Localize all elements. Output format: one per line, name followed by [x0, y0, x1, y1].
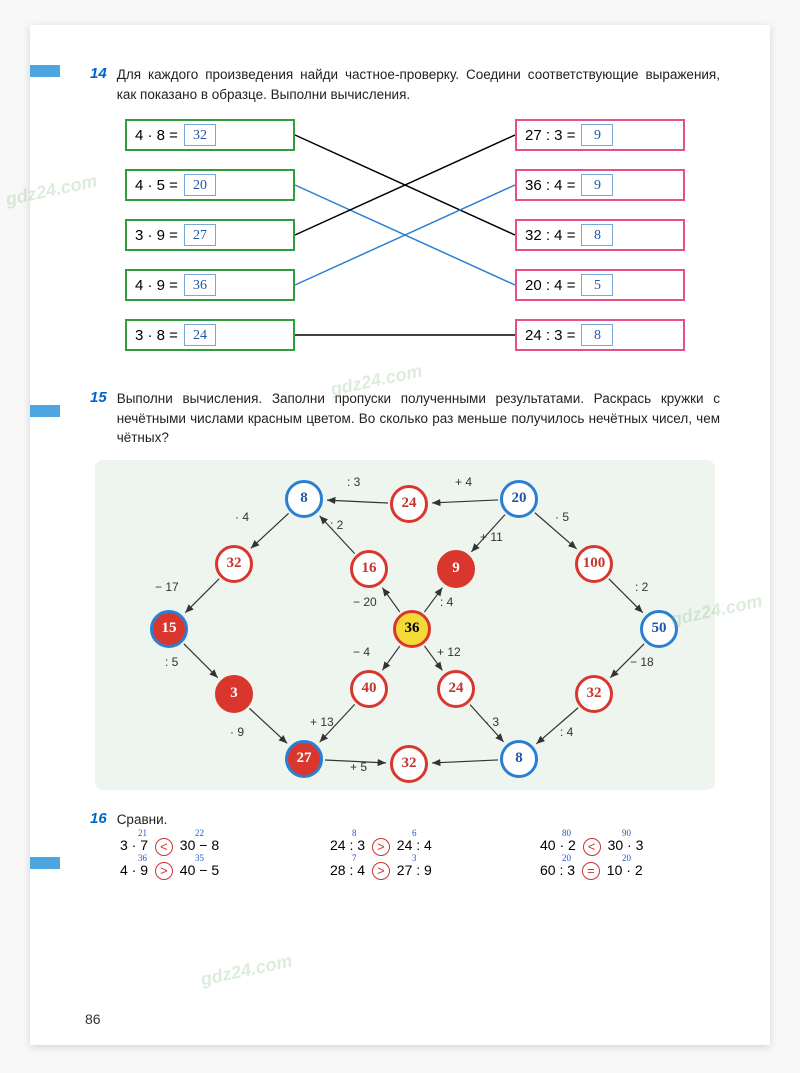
edge-label: : 2: [635, 580, 648, 594]
graph-node: 32: [215, 545, 253, 583]
comparison-grid: 3 · 7 < 30 − 8212224 : 3 > 24 : 48640 · …: [120, 837, 720, 880]
equation-box: 3 · 8 = 24: [125, 319, 295, 351]
task-14: 14 Для каждого произведения найди частно…: [90, 65, 720, 369]
task-number: 16: [90, 810, 107, 830]
edge-label: − 18: [630, 655, 654, 669]
section-bar: [30, 65, 60, 77]
page-number: 86: [85, 1011, 101, 1027]
edge-label: · 3: [485, 715, 499, 729]
equation-box: 24 : 3 = 8: [515, 319, 685, 351]
graph-node: 9: [437, 550, 475, 588]
graph-node: 40: [350, 670, 388, 708]
section-bar: [30, 405, 60, 417]
graph-node: 15: [150, 610, 188, 648]
edge-label: + 5: [350, 760, 367, 774]
task-number: 15: [90, 389, 107, 448]
edge-label: − 17: [155, 580, 179, 594]
edge-label: : 3: [347, 475, 360, 489]
graph-node: 27: [285, 740, 323, 778]
equation-box: 4 · 8 = 32: [125, 119, 295, 151]
task-15: 15 Выполни вычисления. Заполни пропуски …: [90, 389, 720, 790]
graph-node: 3: [215, 675, 253, 713]
equation-box: 3 · 9 = 27: [125, 219, 295, 251]
comparison-item: 24 : 3 > 24 : 486: [330, 837, 510, 855]
edge-label: + 13: [310, 715, 334, 729]
task-text: Для каждого произведения найди частное-п…: [117, 65, 720, 104]
task-text: Выполни вычисления. Заполни пропуски пол…: [117, 389, 720, 448]
edge-label: + 4: [455, 475, 472, 489]
edge-label: : 2: [330, 518, 343, 532]
comparison-item: 3 · 7 < 30 − 82122: [120, 837, 300, 855]
comparison-item: 60 : 3 = 10 · 22020: [540, 862, 720, 880]
graph-node: 8: [500, 740, 538, 778]
equation-box: 27 : 3 = 9: [515, 119, 685, 151]
graph-node: 32: [390, 745, 428, 783]
equation-box: 36 : 4 = 9: [515, 169, 685, 201]
graph-node: 24: [437, 670, 475, 708]
equation-box: 4 · 5 = 20: [125, 169, 295, 201]
graph-node: 24: [390, 485, 428, 523]
graph-node: 8: [285, 480, 323, 518]
edge-label: · 4: [235, 510, 249, 524]
section-bar: [30, 857, 60, 869]
graph-node: 20: [500, 480, 538, 518]
edge-label: + 11: [480, 530, 503, 544]
equation-box: 32 : 4 = 8: [515, 219, 685, 251]
matching-diagram: 4 · 8 = 32 4 · 5 = 20 3 · 9 = 27 4 · 9 = 36…: [125, 119, 685, 369]
comparison-item: 28 : 4 > 27 : 973: [330, 862, 510, 880]
edge-label: · 9: [230, 725, 244, 739]
edge-label: + 12: [437, 645, 461, 659]
task-number: 14: [90, 65, 107, 104]
graph-node: 50: [640, 610, 678, 648]
equation-box: 4 · 9 = 36: [125, 269, 295, 301]
comparison-item: 4 · 9 > 40 − 53635: [120, 862, 300, 880]
graph-node: 36: [393, 610, 431, 648]
graph-node: 32: [575, 675, 613, 713]
edge-label: − 4: [353, 645, 370, 659]
edge-label: : 4: [560, 725, 573, 739]
edge-label: · 5: [555, 510, 569, 524]
edge-label: : 4: [440, 595, 453, 609]
graph-node: 100: [575, 545, 613, 583]
edge-label: : 5: [165, 655, 178, 669]
equation-box: 20 : 4 = 5: [515, 269, 685, 301]
task-title: Сравни.: [117, 810, 168, 830]
edge-label: − 20: [353, 595, 377, 609]
graph-node: 16: [350, 550, 388, 588]
textbook-page: 14 Для каждого произведения найди частно…: [30, 25, 770, 1045]
graph-panel: 8242032169100153650340243227328 : 3+ 4· …: [95, 460, 715, 790]
task-16: 16 Сравни. 3 · 7 < 30 − 82122 24 : 3 > 24…: [90, 810, 720, 880]
